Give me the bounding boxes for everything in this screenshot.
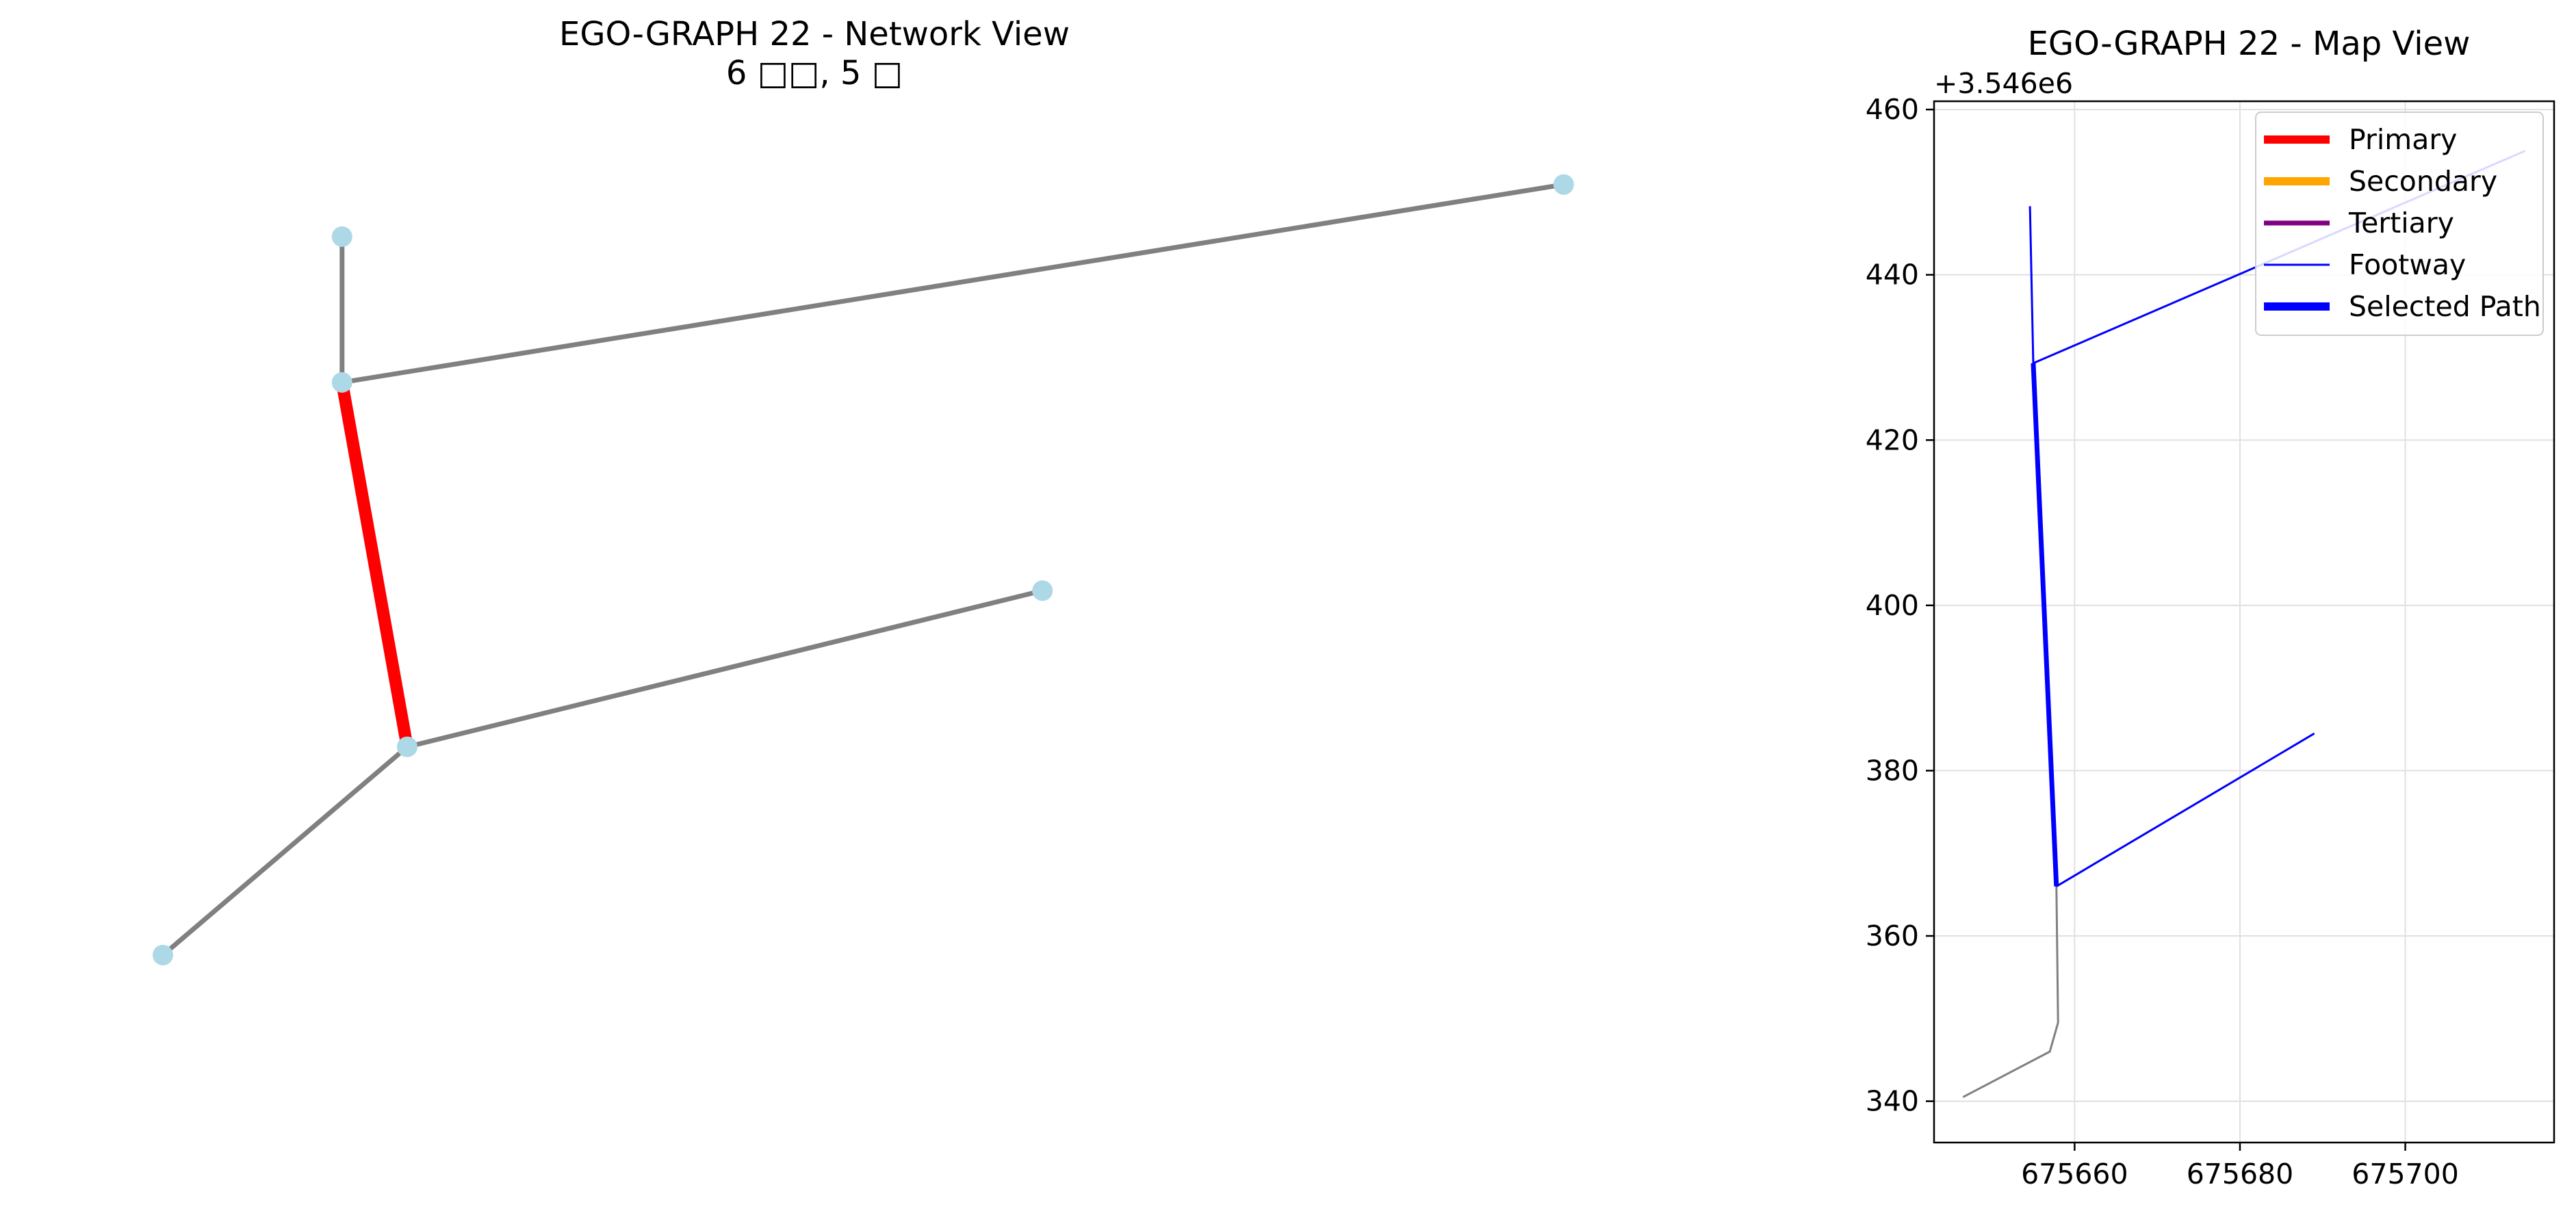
network-edges — [161, 182, 1564, 957]
y-tick-label-1: 360 — [1866, 919, 1919, 952]
map-axes-frame — [1933, 100, 2555, 1144]
network-edge-n4-n6 — [342, 182, 1564, 385]
y-tick-label-5: 440 — [1866, 259, 1919, 291]
network-title-line1: EGO-GRAPH 22 - Network View — [559, 15, 1070, 53]
x-tick-label-1: 675680 — [2187, 1158, 2294, 1190]
legend-label-2: Tertiary — [2348, 207, 2454, 239]
map-line-footway-3 — [2056, 732, 2315, 887]
network-node-n1 — [153, 945, 173, 966]
map-line-footway-1 — [2028, 206, 2035, 363]
map-title: EGO-GRAPH 22 - Map View — [2028, 25, 2471, 63]
map-view-panel: EGO-GRAPH 22 - Map View +3.546e6 675660 6… — [1866, 25, 2555, 1190]
y-tick-label-6: 460 — [1866, 93, 1919, 126]
network-node-n2 — [397, 736, 417, 757]
map-line-selected-4 — [2031, 363, 2059, 887]
x-axis-ticks: 675660 675680 675700 — [2021, 1143, 2459, 1190]
network-node-n4 — [331, 371, 352, 393]
y-axis-offset-text: +3.546e6 — [1934, 67, 2073, 100]
y-tick-label-4: 420 — [1866, 423, 1919, 456]
network-node-n5 — [331, 226, 352, 247]
network-title-line2: 6 □□, 5 □ — [726, 54, 903, 92]
network-edge-n2-n4 — [335, 381, 413, 748]
y-axis-ticks: 340 360 380 400 420 440 460 — [1866, 93, 1934, 1118]
network-edge-n1-n2 — [161, 744, 409, 957]
network-edge-n2-n3 — [407, 588, 1044, 750]
legend-box — [2255, 112, 2544, 336]
network-nodes — [153, 174, 1574, 966]
y-tick-label-0: 340 — [1866, 1085, 1919, 1118]
x-tick-label-0: 675660 — [2021, 1158, 2128, 1190]
map-line-other-0 — [1962, 886, 2059, 1098]
network-node-n3 — [1032, 580, 1053, 601]
map-legend: Primary Secondary Tertiary Footway Selected … — [2255, 112, 2544, 336]
legend-label-3: Footway — [2349, 248, 2466, 281]
y-tick-label-3: 400 — [1866, 589, 1919, 622]
network-view-panel: EGO-GRAPH 22 - Network View 6 □□, 5 □ — [153, 15, 1574, 966]
legend-label-1: Secondary — [2349, 165, 2497, 198]
legend-label-4: Selected Path — [2349, 290, 2541, 323]
network-node-n6 — [1553, 174, 1574, 195]
x-tick-label-2: 675700 — [2352, 1158, 2459, 1190]
y-tick-label-2: 380 — [1866, 754, 1919, 787]
legend-label-0: Primary — [2349, 123, 2457, 156]
